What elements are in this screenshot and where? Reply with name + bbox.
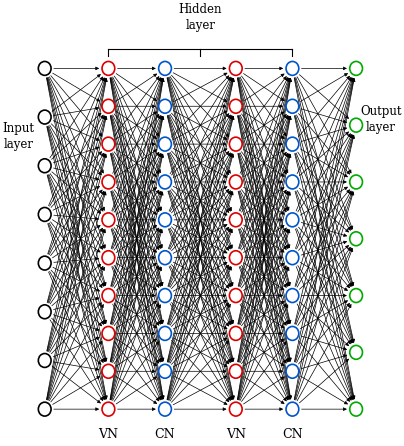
Ellipse shape	[159, 62, 171, 75]
Text: CN: CN	[282, 428, 303, 441]
Ellipse shape	[159, 99, 171, 113]
Ellipse shape	[350, 62, 362, 75]
Ellipse shape	[38, 354, 51, 368]
Ellipse shape	[229, 62, 242, 75]
Ellipse shape	[286, 402, 299, 416]
Ellipse shape	[102, 213, 115, 227]
Ellipse shape	[102, 137, 115, 151]
Ellipse shape	[229, 326, 242, 340]
Ellipse shape	[286, 99, 299, 113]
Ellipse shape	[286, 137, 299, 151]
Ellipse shape	[229, 213, 242, 227]
Ellipse shape	[350, 118, 362, 132]
Ellipse shape	[38, 207, 51, 221]
Ellipse shape	[38, 159, 51, 173]
Ellipse shape	[229, 364, 242, 378]
Ellipse shape	[159, 402, 171, 416]
Ellipse shape	[159, 137, 171, 151]
Ellipse shape	[286, 289, 299, 302]
Ellipse shape	[102, 251, 115, 264]
Ellipse shape	[159, 213, 171, 227]
Ellipse shape	[159, 251, 171, 264]
Text: Output
layer: Output layer	[360, 105, 402, 134]
Ellipse shape	[38, 62, 51, 75]
Text: Input
layer: Input layer	[2, 122, 34, 151]
Text: CN: CN	[155, 428, 175, 441]
Ellipse shape	[229, 99, 242, 113]
Ellipse shape	[229, 251, 242, 264]
Text: Hidden
layer: Hidden layer	[179, 3, 222, 32]
Ellipse shape	[102, 99, 115, 113]
Ellipse shape	[159, 326, 171, 340]
Ellipse shape	[38, 256, 51, 270]
Ellipse shape	[229, 137, 242, 151]
Ellipse shape	[102, 175, 115, 189]
Ellipse shape	[38, 305, 51, 319]
Ellipse shape	[102, 402, 115, 416]
Ellipse shape	[102, 62, 115, 75]
Ellipse shape	[38, 402, 51, 416]
Ellipse shape	[229, 402, 242, 416]
Ellipse shape	[286, 62, 299, 75]
Ellipse shape	[350, 232, 362, 246]
Ellipse shape	[286, 364, 299, 378]
Ellipse shape	[286, 213, 299, 227]
Ellipse shape	[350, 402, 362, 416]
Ellipse shape	[159, 289, 171, 302]
Ellipse shape	[350, 175, 362, 189]
Ellipse shape	[102, 289, 115, 302]
Ellipse shape	[350, 345, 362, 359]
Ellipse shape	[102, 326, 115, 340]
Ellipse shape	[102, 364, 115, 378]
Ellipse shape	[286, 251, 299, 264]
Ellipse shape	[350, 289, 362, 302]
Ellipse shape	[229, 289, 242, 302]
Ellipse shape	[286, 326, 299, 340]
Ellipse shape	[159, 175, 171, 189]
Text: VN: VN	[226, 428, 246, 441]
Ellipse shape	[159, 364, 171, 378]
Text: VN: VN	[99, 428, 118, 441]
Ellipse shape	[229, 175, 242, 189]
Ellipse shape	[286, 175, 299, 189]
Ellipse shape	[38, 110, 51, 124]
